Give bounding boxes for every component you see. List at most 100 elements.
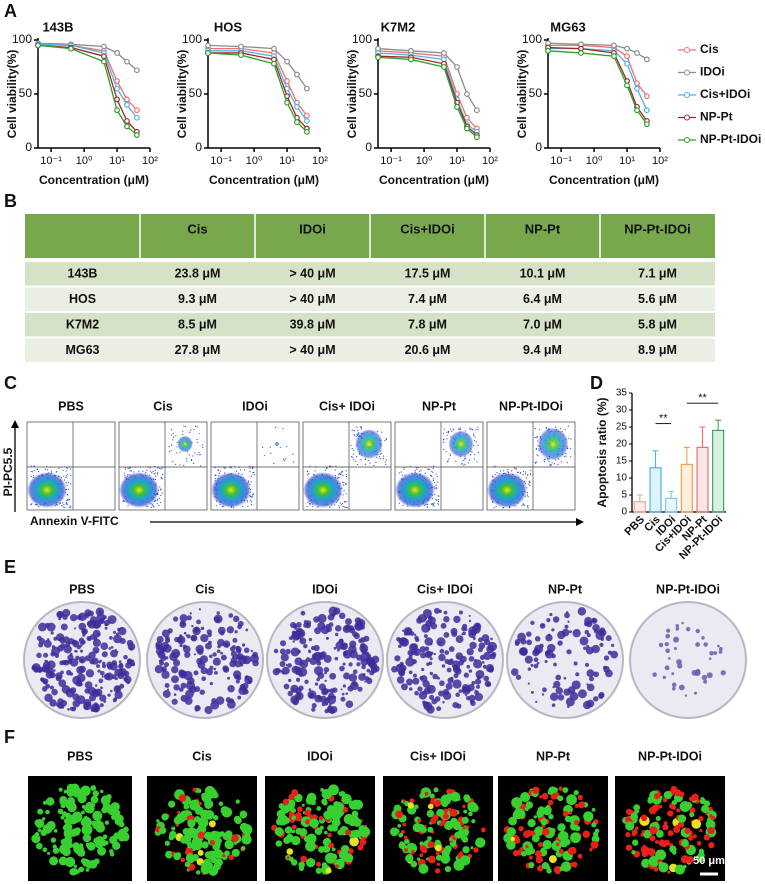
cell <box>322 789 332 799</box>
colony <box>569 630 572 633</box>
flow-event <box>448 458 449 459</box>
cell <box>331 809 342 820</box>
colony <box>45 623 50 628</box>
colony <box>405 629 411 635</box>
cell <box>196 870 201 875</box>
data-point <box>625 54 630 59</box>
data-point <box>625 83 630 88</box>
flow-event <box>307 474 308 475</box>
colony <box>415 638 419 642</box>
colony <box>231 651 237 657</box>
colony <box>432 674 438 680</box>
colony <box>91 657 98 664</box>
flow-event <box>185 426 186 427</box>
flow-event <box>416 469 417 470</box>
cell <box>556 843 560 847</box>
flow-event <box>464 458 465 459</box>
flow-title: Cis+ IDOi <box>319 399 375 413</box>
data-point <box>625 61 630 66</box>
cell <box>463 826 466 829</box>
flow-density <box>487 472 527 508</box>
colony <box>197 648 204 655</box>
flow-event <box>160 489 161 490</box>
colony <box>177 652 180 655</box>
colony <box>242 643 245 646</box>
flow-event <box>161 468 162 469</box>
colony <box>516 675 521 680</box>
flow-event <box>64 479 65 480</box>
cell <box>579 802 584 807</box>
flow-event <box>183 465 184 466</box>
colony <box>359 644 368 653</box>
cell <box>91 796 99 804</box>
colony <box>341 688 343 690</box>
cell <box>557 823 565 831</box>
flow-event <box>66 482 67 483</box>
flow-event <box>446 432 447 433</box>
y-tick-label: 50 <box>359 86 373 100</box>
flow-event <box>47 469 48 470</box>
cell <box>517 810 526 819</box>
cell <box>467 802 477 812</box>
cell <box>417 857 420 860</box>
flow-event <box>312 506 313 507</box>
cell <box>395 811 403 819</box>
cell <box>625 822 634 831</box>
cell <box>335 864 339 868</box>
colony <box>703 680 707 684</box>
flow-event <box>67 485 68 486</box>
flow-event <box>32 471 33 472</box>
cell <box>402 823 406 827</box>
colony <box>339 638 344 643</box>
colony <box>586 700 594 708</box>
flow-event <box>360 426 361 427</box>
flow-event <box>433 480 434 481</box>
colony <box>551 628 554 631</box>
flow-event <box>554 463 555 464</box>
cell <box>64 790 67 793</box>
flow-event <box>124 475 125 476</box>
cell <box>359 827 370 838</box>
dish-title: PBS <box>69 582 95 596</box>
cell <box>46 797 54 805</box>
flow-event <box>381 453 382 454</box>
table-cell: > 40 μM <box>289 292 335 306</box>
flow-event <box>360 459 361 460</box>
cell <box>327 824 334 831</box>
flow-event <box>262 447 263 448</box>
cell <box>169 831 177 839</box>
colony <box>546 618 550 622</box>
colony <box>553 663 557 667</box>
colony <box>325 702 328 705</box>
colony <box>308 690 317 699</box>
flow-event <box>477 429 478 430</box>
flow-event <box>568 438 569 439</box>
cell <box>206 789 213 796</box>
flow-event <box>66 500 67 501</box>
colony <box>665 665 670 670</box>
cell <box>192 839 203 850</box>
colony <box>304 680 308 684</box>
curve <box>548 45 647 96</box>
colony <box>174 637 179 642</box>
cell <box>654 867 659 872</box>
colony <box>187 615 192 620</box>
colony <box>686 627 690 631</box>
data-point <box>612 54 617 59</box>
colony <box>199 608 201 610</box>
colony <box>180 671 186 677</box>
colony <box>436 637 445 646</box>
data-point <box>125 59 130 64</box>
cell <box>291 789 298 796</box>
colony <box>558 694 564 700</box>
flow-event <box>357 430 358 431</box>
flow-event <box>247 501 248 502</box>
colony <box>329 607 338 616</box>
flow-event <box>447 461 448 462</box>
flow-density <box>448 431 473 458</box>
flow-event <box>352 448 353 449</box>
cell <box>529 856 533 860</box>
colony <box>473 637 476 640</box>
flow-event <box>66 502 67 503</box>
x-tick-label: 10⁰ <box>586 155 603 167</box>
